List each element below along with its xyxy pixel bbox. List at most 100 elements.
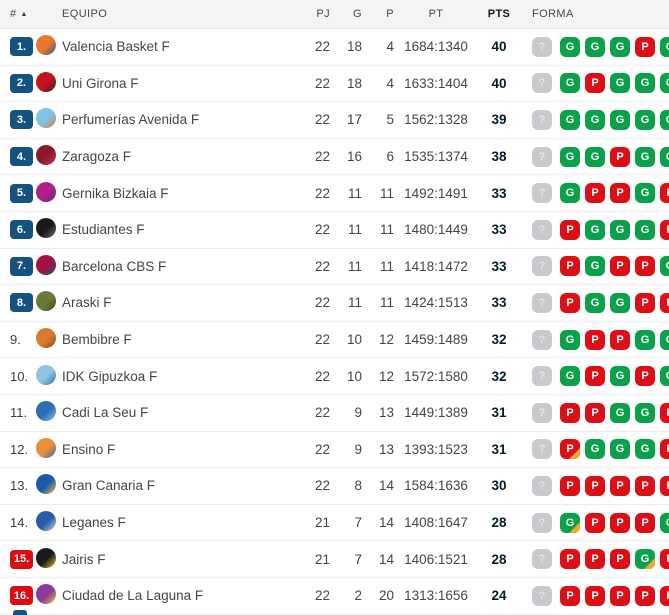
form-win-badge[interactable]: G	[560, 109, 580, 130]
form-unknown-badge[interactable]: ?	[532, 183, 552, 204]
form-loss-badge[interactable]: P	[610, 256, 630, 277]
form-unknown-badge[interactable]: ?	[532, 512, 552, 533]
team-name[interactable]: Perfumerías Avenida F	[62, 112, 200, 128]
form-loss-badge[interactable]: P	[560, 292, 580, 313]
form-loss-badge[interactable]: P	[585, 512, 605, 533]
form-unknown-badge[interactable]: ?	[532, 109, 552, 130]
form-win-badge[interactable]: G	[635, 329, 655, 350]
form-loss-badge[interactable]: P	[560, 219, 580, 240]
team-name[interactable]: IDK Gipuzkoa F	[62, 368, 158, 384]
form-loss-badge[interactable]: P	[635, 36, 655, 57]
form-win-badge[interactable]: G	[635, 402, 655, 423]
form-win-badge[interactable]: G	[585, 292, 605, 313]
form-win-badge[interactable]: G	[585, 36, 605, 57]
table-row[interactable]: 1. Valencia Basket F 22 18 4 1684:1340 40? G G G P…	[0, 29, 669, 66]
form-unknown-badge[interactable]: ?	[532, 585, 552, 606]
form-win-badge[interactable]: G	[660, 512, 669, 533]
form-unknown-badge[interactable]: ?	[532, 475, 552, 496]
form-win-badge[interactable]: G	[610, 109, 630, 130]
form-loss-badge[interactable]: P	[560, 475, 580, 496]
form-loss-badge[interactable]: P	[585, 549, 605, 570]
form-unknown-badge[interactable]: ?	[532, 256, 552, 277]
team-name[interactable]: Uni Girona F	[62, 75, 139, 91]
form-loss-badge[interactable]: P	[585, 366, 605, 387]
team-name[interactable]: Bembibre F	[62, 332, 132, 348]
form-unknown-badge[interactable]: ?	[532, 146, 552, 167]
form-loss-badge[interactable]: P	[585, 73, 605, 94]
form-win-badge[interactable]: G	[560, 329, 580, 350]
form-win-badge[interactable]: G	[610, 439, 630, 460]
form-loss-badge[interactable]: P	[610, 146, 630, 167]
form-win-badge[interactable]: G	[585, 439, 605, 460]
form-loss-badge[interactable]: P	[660, 439, 669, 460]
form-win-badge[interactable]: G	[560, 183, 580, 204]
form-loss-badge[interactable]: P	[635, 512, 655, 533]
form-win-badge[interactable]: G	[660, 36, 669, 57]
form-win-badge[interactable]: G	[635, 219, 655, 240]
form-loss-badge[interactable]: P	[585, 585, 605, 606]
form-loss-badge[interactable]: P	[585, 475, 605, 496]
form-win-badge[interactable]: G	[660, 73, 669, 94]
form-loss-badge[interactable]: P	[660, 549, 669, 570]
form-win-badge[interactable]: G	[635, 183, 655, 204]
form-win-badge[interactable]: G	[635, 549, 655, 570]
form-unknown-badge[interactable]: ?	[532, 439, 552, 460]
form-win-badge[interactable]: G	[635, 146, 655, 167]
form-win-badge[interactable]: G	[635, 439, 655, 460]
form-win-badge[interactable]: G	[660, 366, 669, 387]
team-name[interactable]: Cadi La Seu F	[62, 405, 149, 421]
form-unknown-badge[interactable]: ?	[532, 73, 552, 94]
form-loss-badge[interactable]: P	[610, 585, 630, 606]
form-win-badge[interactable]: G	[635, 73, 655, 94]
team-name[interactable]: Gran Canaria F	[62, 478, 156, 494]
team-name[interactable]: Araski F	[62, 295, 112, 311]
form-win-badge[interactable]: G	[610, 73, 630, 94]
form-loss-badge[interactable]: P	[610, 512, 630, 533]
table-row[interactable]: 5. Gernika Bizkaia F 22 11 11 1492:1491 33? G P P…	[0, 175, 669, 212]
form-win-badge[interactable]: G	[660, 109, 669, 130]
team-name[interactable]: Ensino F	[62, 441, 116, 457]
form-loss-badge[interactable]: P	[660, 219, 669, 240]
form-loss-badge[interactable]: P	[610, 549, 630, 570]
form-loss-badge[interactable]: P	[560, 549, 580, 570]
form-loss-badge[interactable]: P	[660, 585, 669, 606]
form-win-badge[interactable]: G	[560, 73, 580, 94]
form-loss-badge[interactable]: P	[635, 292, 655, 313]
form-loss-badge[interactable]: P	[610, 475, 630, 496]
form-loss-badge[interactable]: P	[585, 183, 605, 204]
form-unknown-badge[interactable]: ?	[532, 329, 552, 350]
form-win-badge[interactable]: G	[585, 219, 605, 240]
team-name[interactable]: Ciudad de La Laguna F	[62, 588, 204, 604]
team-name[interactable]: Valencia Basket F	[62, 39, 170, 55]
form-loss-badge[interactable]: P	[560, 585, 580, 606]
form-win-badge[interactable]: G	[560, 366, 580, 387]
table-row[interactable]: 16. Ciudad de La Laguna F 22 2 20 1313:1656 24…	[0, 577, 669, 615]
form-loss-badge[interactable]: P	[660, 475, 669, 496]
form-win-badge[interactable]: G	[560, 512, 580, 533]
form-win-badge[interactable]: G	[610, 402, 630, 423]
form-win-badge[interactable]: G	[585, 109, 605, 130]
form-win-badge[interactable]: G	[585, 256, 605, 277]
form-win-badge[interactable]: G	[610, 366, 630, 387]
team-name[interactable]: Leganes F	[62, 515, 126, 531]
form-win-badge[interactable]: G	[610, 36, 630, 57]
form-loss-badge[interactable]: P	[660, 292, 669, 313]
form-loss-badge[interactable]: P	[660, 402, 669, 423]
form-loss-badge[interactable]: P	[585, 402, 605, 423]
team-name[interactable]: Barcelona CBS F	[62, 258, 167, 274]
form-loss-badge[interactable]: P	[660, 183, 669, 204]
header-rank[interactable]: # ▲	[0, 8, 36, 20]
table-row[interactable]: 3. Perfumerías Avenida F 22 17 5 1562:1328 39?…	[0, 102, 669, 139]
team-name[interactable]: Zaragoza F	[62, 149, 132, 165]
form-win-badge[interactable]: G	[560, 146, 580, 167]
form-win-badge[interactable]: G	[610, 219, 630, 240]
form-loss-badge[interactable]: P	[585, 329, 605, 350]
form-unknown-badge[interactable]: ?	[532, 219, 552, 240]
